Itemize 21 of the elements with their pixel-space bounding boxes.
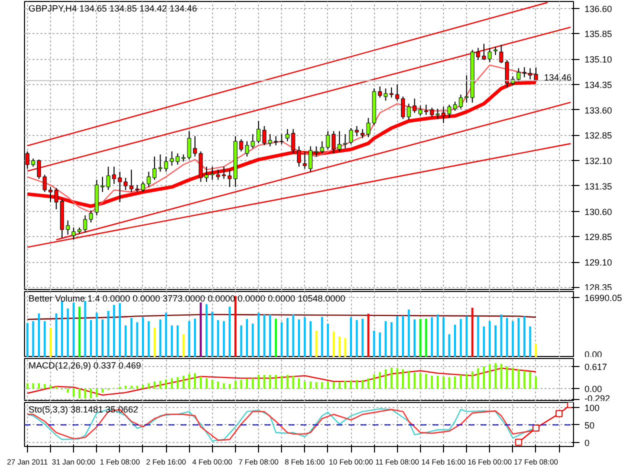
y-tick-label: 0.617 [584,362,608,372]
y-tick-label: 0.00 [584,384,602,394]
y-tick-label: 129.85 [584,232,612,242]
y-tick-label: 134.35 [584,80,612,90]
y-tick-label: 129.10 [584,258,612,268]
y-tick-label: 100 [584,402,600,413]
ref-line-label: 134.46 [544,72,572,83]
y-tick-label: 131.35 [584,181,612,192]
y-tick-label: 0 [584,438,590,448]
y-tick-label: 130.60 [584,206,612,217]
chart-title: GBPJPY,H4 134.65 134.85 134.42 134.46 [28,4,197,14]
y-tick-label: 133.60 [584,105,612,116]
y-tick-label: 135.10 [584,54,612,65]
chart-title: Sto(5,3,3) 38.1481 35.0662 [28,404,138,414]
y-tick-label: 132.85 [584,130,612,141]
y-tick-label: 16990.05 [584,293,622,304]
chart-title: MACD(12,26,9) 0.337 0.469 [28,360,142,370]
y-tick-label: 136.60 [584,4,612,14]
y-tick-label: 135.85 [584,29,612,40]
y-tick-label: 132.10 [584,156,612,166]
y-tick-label: 50 [584,420,595,430]
